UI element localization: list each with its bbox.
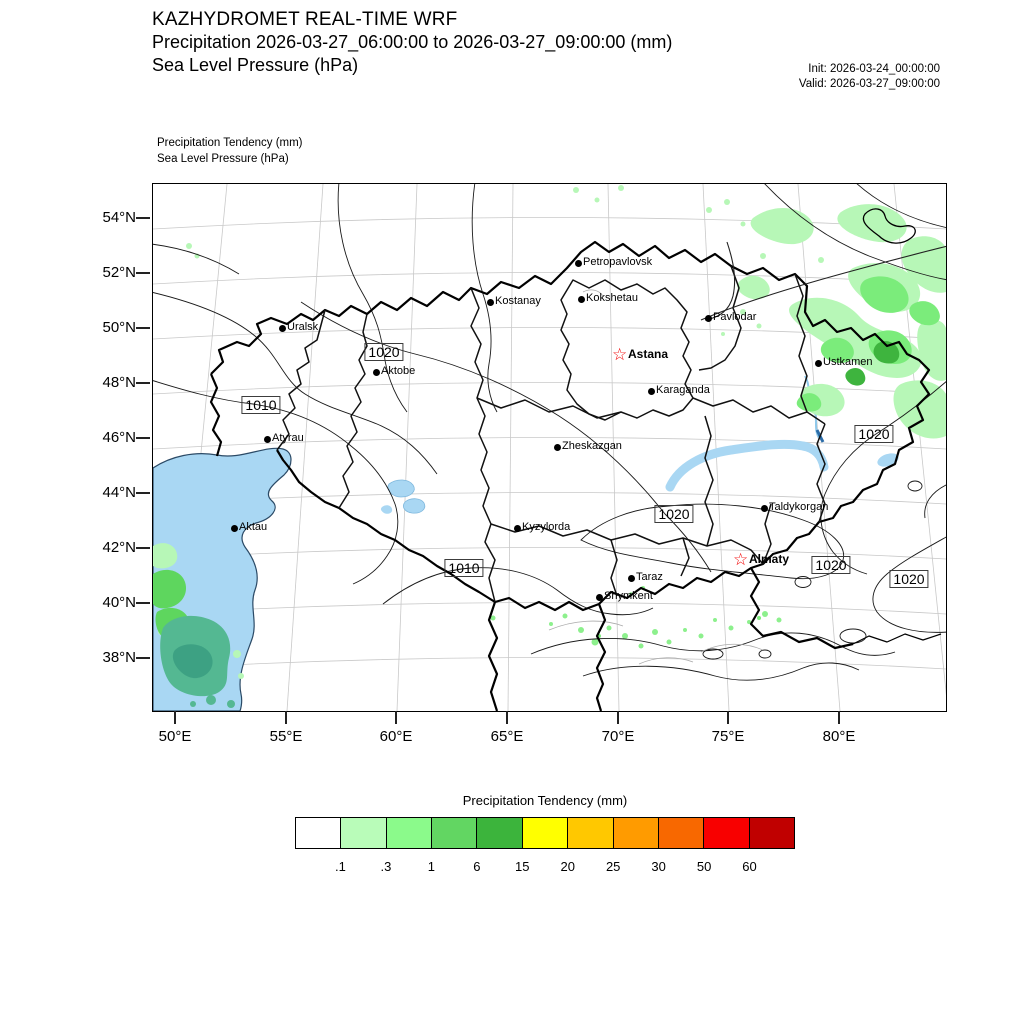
y-tick-label: 44°N xyxy=(102,484,136,501)
colorbar-tick-label: .3 xyxy=(380,859,392,874)
colorbar-ticks: .1 .3 1 6 15 20 25 30 50 60 xyxy=(295,859,795,877)
y-tick-label: 46°N xyxy=(102,429,136,446)
y-tick-label: 52°N xyxy=(102,264,136,281)
y-tick-label: 38°N xyxy=(102,649,136,666)
x-tick-label: 55°E xyxy=(269,728,303,745)
colorbar-tick-label: 25 xyxy=(605,859,621,874)
lake-balkhash xyxy=(665,439,829,492)
colorbar-cell xyxy=(568,818,614,848)
aral-sea-east xyxy=(403,498,426,514)
lake-alakol xyxy=(877,453,899,467)
colorbar-wrap: Precipitation Tendency (mm) .1 .3 1 6 15 20 25… xyxy=(295,793,795,877)
x-tick-label: 75°E xyxy=(711,728,745,745)
colorbar-cell xyxy=(341,818,387,848)
y-tick-mark xyxy=(136,602,150,604)
kazakhstan-border xyxy=(210,240,931,612)
x-tick-label: 50°E xyxy=(158,728,192,745)
y-tick-label: 50°N xyxy=(102,319,136,336)
colorbar-tick-label: 1 xyxy=(427,859,435,874)
colorbar-cell xyxy=(522,818,569,848)
map-plot: Petropavlovsk Kostanay Kokshetau Pavlodar Ur… xyxy=(152,183,947,712)
valid-time: Valid: 2026-03-27_09:00:00 xyxy=(798,78,940,90)
y-tick-mark xyxy=(136,217,150,219)
y-tick-mark xyxy=(136,272,150,274)
x-tick-mark xyxy=(727,711,729,724)
colorbar-cell xyxy=(432,818,478,848)
terrain-contours xyxy=(548,289,764,665)
colorbar-cell xyxy=(477,818,523,848)
x-tick-mark xyxy=(395,711,397,724)
x-tick-label: 60°E xyxy=(379,728,413,745)
precip-over-caspian xyxy=(160,615,235,708)
precip-dark xyxy=(845,341,900,386)
legend-precip-line: Precipitation Tendency (mm) xyxy=(157,137,303,149)
x-tick-mark xyxy=(838,711,840,724)
colorbar-tick-label: 60 xyxy=(742,859,757,874)
colorbar xyxy=(295,817,795,849)
y-tick-label: 54°N xyxy=(102,209,136,226)
init-time: Init: 2026-03-24_00:00:00 xyxy=(808,63,940,75)
colorbar-tick-label: .1 xyxy=(335,859,346,874)
country-borders xyxy=(209,208,946,711)
kyrgyz-border xyxy=(749,567,854,650)
colorbar-tick-label: 30 xyxy=(651,859,666,874)
colorbar-cell xyxy=(386,818,433,848)
x-tick-mark xyxy=(174,711,176,724)
init-valid-block: Init: 2026-03-24_00:00:00 Valid: 2026-03… xyxy=(640,62,940,92)
precip-light xyxy=(153,185,946,679)
colorbar-cell xyxy=(658,818,705,848)
x-tick-mark xyxy=(285,711,287,724)
water-bodies xyxy=(153,375,899,711)
x-tick-label: 65°E xyxy=(490,728,524,745)
legend-pressure-line: Sea Level Pressure (hPa) xyxy=(157,153,289,165)
y-tick-mark xyxy=(136,437,150,439)
y-tick-mark xyxy=(136,327,150,329)
y-tick-mark xyxy=(136,657,150,659)
lake-zaysan-outline xyxy=(862,208,916,244)
y-tick-label: 42°N xyxy=(102,539,136,556)
y-tick-mark xyxy=(136,492,150,494)
colorbar-tick-label: 20 xyxy=(560,859,575,874)
x-tick-mark xyxy=(506,711,508,724)
russia-internal-borders xyxy=(700,241,946,321)
colorbar-tick-label: 50 xyxy=(696,859,712,874)
page-title: KAZHYDROMET REAL-TIME WRF xyxy=(152,9,458,30)
oblast-borders xyxy=(276,265,826,603)
uzbek-border-east xyxy=(595,603,607,711)
colorbar-cell xyxy=(704,818,750,848)
header: KAZHYDROMET REAL-TIME WRF Precipitation … xyxy=(152,8,672,77)
kazakhstan-border-west xyxy=(209,373,223,457)
colorbar-title: Precipitation Tendency (mm) xyxy=(462,793,628,808)
x-tick-label: 80°E xyxy=(822,728,856,745)
colorbar-cell xyxy=(296,818,342,848)
uzbek-border-west xyxy=(487,601,499,711)
y-tick-label: 48°N xyxy=(102,374,136,391)
colorbar-cell xyxy=(613,818,659,848)
y-tick-label: 40°N xyxy=(102,594,136,611)
y-tick-mark xyxy=(136,547,150,549)
x-tick-mark xyxy=(617,711,619,724)
subtitle-pressure: Sea Level Pressure (hPa) xyxy=(152,55,359,75)
precip-light2 xyxy=(490,586,782,649)
pressure-contours xyxy=(153,184,946,681)
y-tick-mark xyxy=(136,382,150,384)
aral-sea xyxy=(387,479,415,498)
colorbar-cell xyxy=(749,818,794,848)
subtitle-precipitation: Precipitation 2026-03-27_06:00:00 to 202… xyxy=(152,32,673,52)
graticule xyxy=(153,184,946,711)
colorbar-tick-label: 15 xyxy=(515,859,530,874)
map-legend: Precipitation Tendency (mm) Sea Level Pr… xyxy=(157,135,303,167)
kyrgyz-china-border xyxy=(852,633,942,645)
aral-sea-south xyxy=(380,505,393,514)
map-geography xyxy=(153,184,946,711)
colorbar-tick-label: 6 xyxy=(473,859,481,874)
x-tick-label: 70°E xyxy=(601,728,635,745)
